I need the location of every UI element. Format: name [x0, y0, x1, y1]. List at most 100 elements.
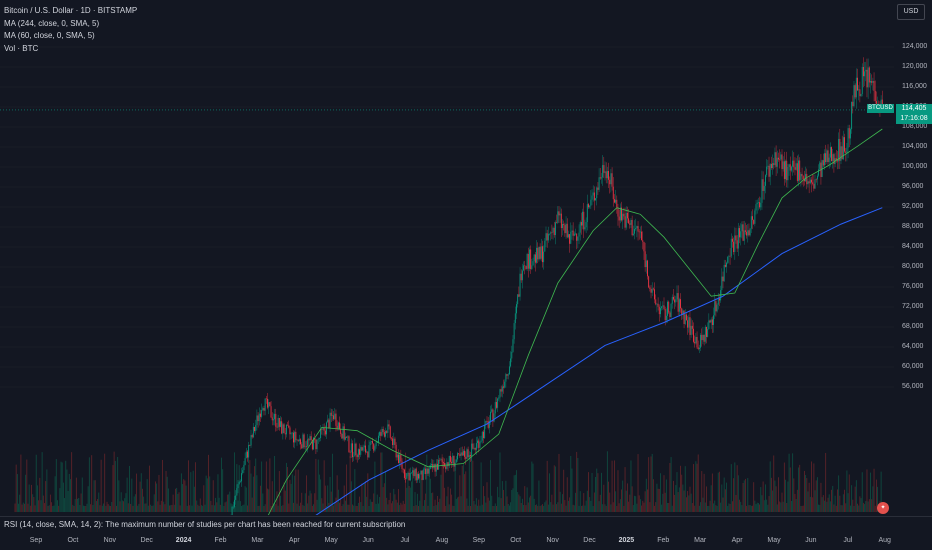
- time-tick-label: Dec: [140, 537, 153, 544]
- candle: [737, 222, 739, 257]
- candle: [650, 284, 652, 299]
- candle: [858, 85, 860, 101]
- volume-bar: [105, 505, 107, 512]
- volume-bar: [740, 501, 742, 512]
- candle: [761, 170, 763, 210]
- candle: [871, 74, 873, 86]
- volume-bar: [401, 504, 403, 512]
- candle: [381, 426, 383, 437]
- volume-bar: [133, 496, 135, 512]
- volume-bar: [151, 505, 153, 512]
- candle: [460, 446, 462, 461]
- candle: [282, 422, 284, 440]
- candle: [366, 449, 368, 454]
- volume-bar: [792, 453, 794, 512]
- volume-bar: [520, 502, 522, 512]
- volume-bar: [267, 488, 268, 512]
- volume-bar: [865, 501, 867, 512]
- volume-bar: [632, 505, 634, 512]
- volume-bar: [678, 487, 680, 512]
- price-chart[interactable]: [0, 0, 894, 515]
- candle: [440, 457, 442, 461]
- volume-bar: [66, 469, 68, 512]
- candle: [493, 410, 495, 423]
- volume-bar: [335, 497, 337, 512]
- candle: [531, 258, 533, 271]
- volume-bar: [41, 452, 43, 512]
- ma-60-legend[interactable]: MA (60, close, 0, SMA, 5): [4, 31, 95, 40]
- volume-bar: [369, 499, 371, 512]
- volume-bar: [438, 502, 440, 512]
- candle: [684, 309, 686, 326]
- candle: [547, 226, 549, 243]
- volume-bar: [553, 465, 555, 512]
- volume-bar: [82, 505, 84, 512]
- volume-bar: [776, 504, 778, 512]
- candle: [665, 308, 667, 324]
- volume-bar: [352, 504, 353, 512]
- volume-bar: [624, 467, 626, 512]
- volume-legend[interactable]: Vol · BTC: [4, 43, 39, 53]
- volume-bar: [428, 465, 430, 512]
- volume-bar: [693, 464, 694, 512]
- volume-bar: [97, 499, 99, 512]
- volume-bar: [721, 484, 723, 512]
- candle: [770, 156, 772, 170]
- candle: [763, 181, 765, 200]
- candle: [519, 267, 521, 301]
- candle: [802, 175, 804, 187]
- volume-bar: [21, 504, 23, 512]
- volume-bar: [483, 486, 484, 512]
- candle: [695, 333, 697, 345]
- candle: [265, 395, 267, 404]
- volume-bar: [205, 475, 207, 512]
- volume-bar: [179, 505, 181, 512]
- candle: [819, 160, 821, 171]
- candle: [597, 182, 599, 195]
- volume-bar: [604, 504, 606, 512]
- candle: [756, 199, 758, 214]
- volume-bar: [628, 501, 630, 512]
- candle: [546, 229, 548, 248]
- volume-bar: [770, 477, 772, 512]
- volume-bar: [361, 483, 363, 512]
- time-tick-label: May: [324, 537, 338, 544]
- candle: [716, 303, 718, 313]
- candle: [715, 298, 717, 317]
- volume-bar: [363, 482, 365, 512]
- volume-bar: [294, 475, 296, 512]
- volume-bar: [192, 470, 194, 512]
- candle: [303, 433, 305, 450]
- volume-bar: [377, 503, 379, 512]
- volume-bar: [842, 494, 844, 512]
- chart-area[interactable]: [0, 0, 894, 515]
- ma-244-legend[interactable]: MA (244, close, 0, SMA, 5): [4, 18, 100, 28]
- candle: [298, 434, 300, 445]
- volume-bar: [601, 472, 602, 512]
- pane-separator[interactable]: [0, 516, 932, 517]
- volume-bar: [287, 467, 289, 512]
- volume-bar: [329, 476, 331, 512]
- candle: [599, 167, 601, 180]
- candle: [488, 415, 490, 434]
- tradingview-logo-icon[interactable]: ✦: [877, 502, 889, 514]
- candle: [760, 197, 762, 211]
- volume-bar: [737, 475, 739, 512]
- candle: [642, 231, 644, 250]
- price-axis[interactable]: [894, 0, 932, 550]
- time-tick-label: Jul: [843, 537, 853, 544]
- volume-bar: [407, 471, 409, 512]
- candle: [625, 206, 627, 230]
- currency-button[interactable]: USD: [897, 4, 925, 20]
- volume-bar: [747, 478, 749, 512]
- time-tick-label: Apr: [288, 537, 300, 544]
- volume-bar: [143, 496, 145, 512]
- symbol-title[interactable]: Bitcoin / U.S. Dollar · 1D · BITSTAMP: [4, 6, 138, 15]
- volume-bar: [398, 489, 399, 512]
- volume-bar: [609, 492, 611, 512]
- candle: [565, 216, 567, 239]
- volume-bar: [375, 503, 377, 512]
- volume-bar: [98, 492, 100, 512]
- volume-bar: [146, 479, 148, 512]
- candle: [255, 419, 257, 435]
